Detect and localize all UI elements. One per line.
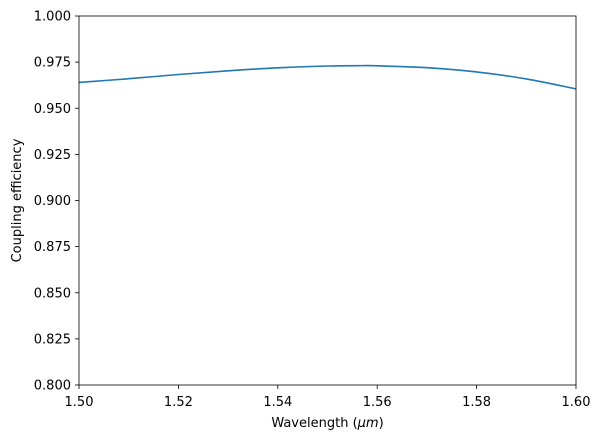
y-axis-label: Coupling efficiency: [10, 138, 25, 262]
y-tick-label: 0.925: [34, 148, 71, 163]
series-layer: [78, 64, 577, 90]
y-tick-label: 0.975: [34, 56, 71, 71]
x-axis-label-open-paren: (: [348, 416, 357, 431]
x-axis-label-text: Wavelength: [271, 416, 348, 431]
x-axis-label-unit: μm: [357, 416, 379, 431]
axes-frame: [78, 15, 577, 386]
x-tick-label: 1.60: [562, 395, 591, 410]
y-tick-label: 0.850: [34, 286, 71, 301]
ticks-layer: 1.50 1.52 1.54 1.56 1.58 1.60 0.800 0.825 0.850 0…: [34, 10, 591, 411]
x-tick-label: 1.56: [363, 395, 392, 410]
x-tick-label: 1.58: [462, 395, 491, 410]
y-tick-label: 0.950: [34, 102, 71, 117]
x-tick-label: 1.52: [164, 395, 193, 410]
y-tick-label: 0.900: [34, 194, 71, 209]
series-line: [78, 64, 577, 90]
x-axis-label-close-paren: ): [379, 416, 384, 431]
y-tick-label: 0.800: [34, 379, 71, 394]
y-tick-label: 0.875: [34, 240, 71, 255]
x-tick-label: 1.50: [65, 395, 94, 410]
x-tick-label: 1.54: [263, 395, 292, 410]
x-axis-label: Wavelength (μm): [271, 416, 383, 431]
y-tick-label: 1.000: [34, 10, 71, 25]
y-tick-label: 0.825: [34, 332, 71, 347]
